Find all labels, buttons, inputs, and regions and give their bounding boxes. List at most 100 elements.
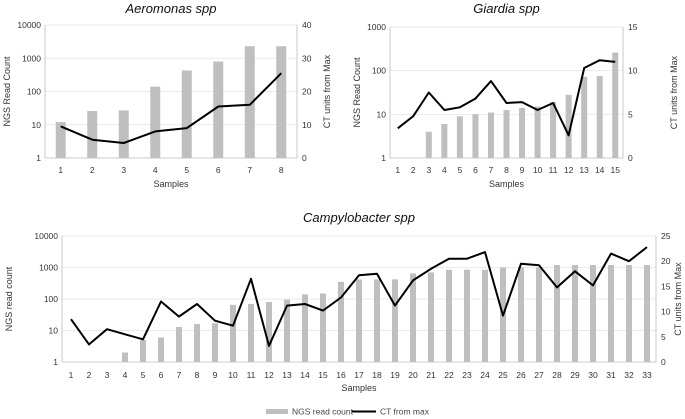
aeromonas-chart: Aeromonas spp 1 10 100 1000 10000 0 10 20 30 40 1 2 3… bbox=[2, 1, 332, 189]
aeromonas-y-right-tick: 40 bbox=[302, 20, 312, 30]
campylobacter-y-right-tick: 20 bbox=[661, 256, 671, 266]
campylobacter-x-tick: 12 bbox=[264, 370, 274, 380]
giardia-bar bbox=[503, 110, 510, 158]
campylobacter-bar bbox=[392, 279, 398, 362]
giardia-x-tick: 14 bbox=[595, 165, 605, 175]
aeromonas-bar bbox=[276, 46, 287, 158]
giardia-bar bbox=[487, 112, 494, 158]
campylobacter-x-tick: 23 bbox=[462, 370, 472, 380]
campylobacter-bar bbox=[446, 269, 452, 362]
campylobacter-bar bbox=[626, 265, 632, 362]
aeromonas-x-tick: 8 bbox=[279, 165, 284, 175]
aeromonas-y-right-label: CT units from Max bbox=[322, 54, 332, 128]
giardia-y-right-tick: 10 bbox=[628, 66, 638, 76]
campylobacter-chart-title: Campylobacter spp bbox=[303, 210, 415, 225]
campylobacter-y-left-tick: 1000 bbox=[39, 263, 58, 273]
campylobacter-x-tick: 14 bbox=[300, 370, 310, 380]
campylobacter-bar bbox=[356, 279, 362, 362]
giardia-bar bbox=[472, 114, 479, 158]
aeromonas-x-tick: 4 bbox=[153, 165, 158, 175]
campylobacter-x-tick: 22 bbox=[444, 370, 454, 380]
campylobacter-bar bbox=[374, 279, 380, 362]
giardia-y-right-tick: 15 bbox=[628, 22, 638, 32]
campylobacter-bar bbox=[284, 299, 290, 362]
aeromonas-x-tick: 5 bbox=[184, 165, 189, 175]
campylobacter-bar bbox=[122, 352, 128, 362]
aeromonas-bar bbox=[181, 70, 192, 158]
giardia-ct-line bbox=[397, 59, 616, 137]
aeromonas-x-tick: 2 bbox=[90, 165, 95, 175]
campylobacter-bar bbox=[212, 323, 218, 362]
campylobacter-ct-line bbox=[70, 246, 648, 347]
campylobacter-x-tick: 17 bbox=[354, 370, 364, 380]
campylobacter-x-tick: 29 bbox=[570, 370, 580, 380]
campylobacter-x-tick: 11 bbox=[247, 370, 256, 380]
giardia-x-tick: 15 bbox=[610, 165, 620, 175]
campylobacter-x-tick: 13 bbox=[282, 370, 292, 380]
aeromonas-y-left-tick: 100 bbox=[27, 87, 41, 97]
campylobacter-bar bbox=[320, 293, 326, 362]
giardia-y-left-label: NGS Read Count bbox=[352, 57, 362, 128]
campylobacter-x-tick: 2 bbox=[87, 370, 92, 380]
campylobacter-bar bbox=[518, 267, 524, 362]
giardia-y-left-tick: 1000 bbox=[367, 22, 386, 32]
campylobacter-y-left-tick: 10 bbox=[49, 326, 59, 336]
aeromonas-bar bbox=[244, 46, 255, 158]
campylobacter-bar bbox=[572, 265, 578, 362]
giardia-bar bbox=[596, 76, 603, 158]
campylobacter-x-tick: 4 bbox=[123, 370, 128, 380]
giardia-bar bbox=[534, 106, 541, 158]
giardia-y-right-tick: 0 bbox=[628, 153, 633, 163]
legend-bar-label: NGS read count bbox=[292, 407, 354, 417]
campylobacter-x-tick: 9 bbox=[213, 370, 218, 380]
campylobacter-x-tick: 7 bbox=[177, 370, 182, 380]
campylobacter-bar bbox=[302, 294, 308, 362]
campylobacter-x-tick: 19 bbox=[390, 370, 400, 380]
aeromonas-ct-line bbox=[60, 72, 283, 144]
aeromonas-x-label: Samples bbox=[153, 179, 189, 189]
campylobacter-x-tick: 20 bbox=[408, 370, 418, 380]
giardia-x-tick: 10 bbox=[533, 165, 543, 175]
campylobacter-x-tick: 5 bbox=[141, 370, 146, 380]
campylobacter-bar bbox=[482, 269, 488, 362]
campylobacter-x-tick: 15 bbox=[318, 370, 328, 380]
aeromonas-chart-title: Aeromonas spp bbox=[124, 1, 216, 16]
campylobacter-x-tick: 32 bbox=[624, 370, 634, 380]
giardia-bar bbox=[612, 52, 619, 158]
aeromonas-y-left-tick: 10 bbox=[32, 120, 42, 130]
campylobacter-y-right-tick: 25 bbox=[661, 231, 671, 241]
campylobacter-bar bbox=[410, 273, 416, 362]
giardia-x-label: Samples bbox=[489, 179, 525, 189]
campylobacter-x-label: Samples bbox=[341, 383, 377, 393]
campylobacter-bar bbox=[590, 265, 596, 362]
campylobacter-x-tick: 6 bbox=[159, 370, 164, 380]
campylobacter-x-tick: 30 bbox=[588, 370, 598, 380]
aeromonas-y-right-tick: 20 bbox=[302, 87, 312, 97]
campylobacter-x-tick: 16 bbox=[336, 370, 346, 380]
campylobacter-bar bbox=[608, 265, 614, 362]
campylobacter-y-right-tick: 5 bbox=[661, 332, 666, 342]
campylobacter-bar bbox=[248, 303, 254, 362]
campylobacter-bar bbox=[230, 304, 236, 362]
campylobacter-y-left-tick: 1 bbox=[53, 357, 58, 367]
campylobacter-x-tick: 26 bbox=[516, 370, 526, 380]
campylobacter-bar bbox=[158, 337, 164, 362]
campylobacter-x-tick: 28 bbox=[552, 370, 562, 380]
aeromonas-y-right-tick: 0 bbox=[302, 153, 307, 163]
campylobacter-bar bbox=[266, 302, 272, 362]
giardia-bar bbox=[456, 116, 463, 158]
campylobacter-bar bbox=[554, 265, 560, 362]
aeromonas-y-left-tick: 1 bbox=[36, 153, 41, 163]
campylobacter-y-right-label: CT units from Max bbox=[673, 262, 683, 336]
giardia-bar bbox=[550, 102, 557, 158]
aeromonas-bar bbox=[87, 110, 98, 158]
giardia-x-tick: 7 bbox=[489, 165, 494, 175]
giardia-x-tick: 2 bbox=[411, 165, 416, 175]
campylobacter-bar bbox=[140, 339, 146, 362]
aeromonas-bar bbox=[150, 86, 161, 158]
giardia-x-tick: 12 bbox=[564, 165, 574, 175]
giardia-x-tick: 11 bbox=[549, 165, 558, 175]
aeromonas-x-tick: 1 bbox=[58, 165, 63, 175]
campylobacter-x-tick: 21 bbox=[426, 370, 436, 380]
